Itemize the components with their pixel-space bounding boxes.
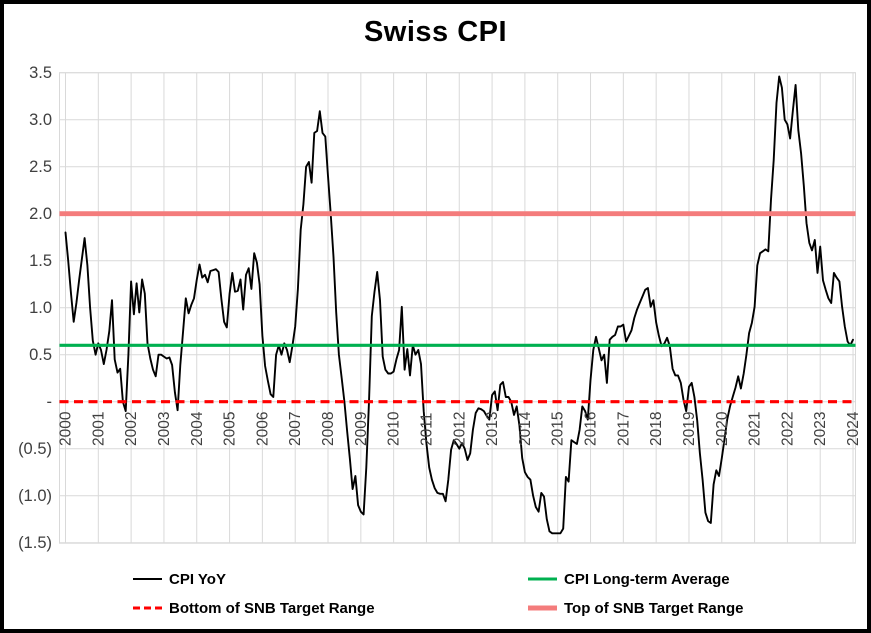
x-tick-label: 2022	[779, 412, 796, 446]
y-tick-label: 1.0	[29, 299, 52, 317]
x-tick-label: 2015	[550, 412, 567, 446]
cpi-yoy-line	[64, 75, 854, 535]
x-tick-label: 2009	[353, 412, 370, 446]
legend-label: Bottom of SNB Target Range	[169, 599, 375, 617]
x-tick-label: 2016	[583, 412, 600, 446]
x-tick-label: 2000	[58, 411, 75, 446]
x-tick-label: 2010	[386, 411, 403, 446]
top-target-swatch-icon	[528, 605, 557, 611]
x-tick-label: 2005	[222, 412, 239, 446]
average-line-swatch-icon	[528, 577, 557, 581]
x-tick-label: 2006	[254, 412, 271, 446]
y-tick-label: 3.5	[29, 64, 52, 82]
plot-border	[59, 72, 856, 544]
x-tick-label: 2014	[517, 411, 534, 446]
y-tick-label: (1.0)	[18, 487, 52, 505]
x-tick-label: 2011	[419, 413, 436, 446]
bottom-target-swatch-icon	[133, 606, 162, 610]
x-tick-label: 2018	[648, 412, 665, 446]
legend-item-cpi-yoy: CPI YoY	[133, 570, 226, 588]
x-tick-label: 2003	[156, 412, 173, 446]
legend-label: Top of SNB Target Range	[564, 599, 744, 617]
y-tick-label: (1.5)	[18, 534, 52, 552]
legend-item-top-target: Top of SNB Target Range	[528, 599, 743, 617]
y-tick-label: 0.5	[29, 346, 52, 364]
y-tick-label: (0.5)	[18, 440, 52, 458]
chart-title: Swiss CPI	[363, 16, 508, 48]
cpi-line-swatch-icon	[133, 578, 162, 580]
y-tick-label: -	[47, 393, 53, 411]
x-tick-label: 2020	[714, 411, 731, 446]
x-tick-label: 2007	[287, 412, 304, 446]
x-tick-label: 2021	[747, 412, 764, 446]
y-tick-label: 3.0	[29, 111, 52, 129]
x-tick-label: 2001	[90, 412, 107, 446]
x-tick-label: 2017	[615, 412, 632, 446]
x-tick-label: 2019	[681, 412, 698, 446]
x-tick-label: 2013	[484, 412, 501, 446]
legend-item-long-term-average: CPI Long-term Average	[528, 570, 730, 588]
x-tick-label: 2004	[189, 411, 206, 446]
x-tick-label: 2024	[845, 411, 862, 446]
legend-label: CPI Long-term Average	[564, 570, 730, 588]
x-tick-label: 2012	[451, 412, 468, 446]
x-tick-label: 2023	[812, 412, 829, 446]
y-tick-label: 2.5	[29, 158, 52, 176]
legend-item-bottom-target: Bottom of SNB Target Range	[133, 599, 375, 617]
legend-label: CPI YoY	[169, 570, 226, 588]
y-tick-label: 1.5	[29, 252, 52, 270]
x-tick-label: 2002	[123, 412, 140, 446]
x-tick-label: 2008	[320, 412, 337, 446]
y-tick-label: 2.0	[29, 205, 52, 223]
